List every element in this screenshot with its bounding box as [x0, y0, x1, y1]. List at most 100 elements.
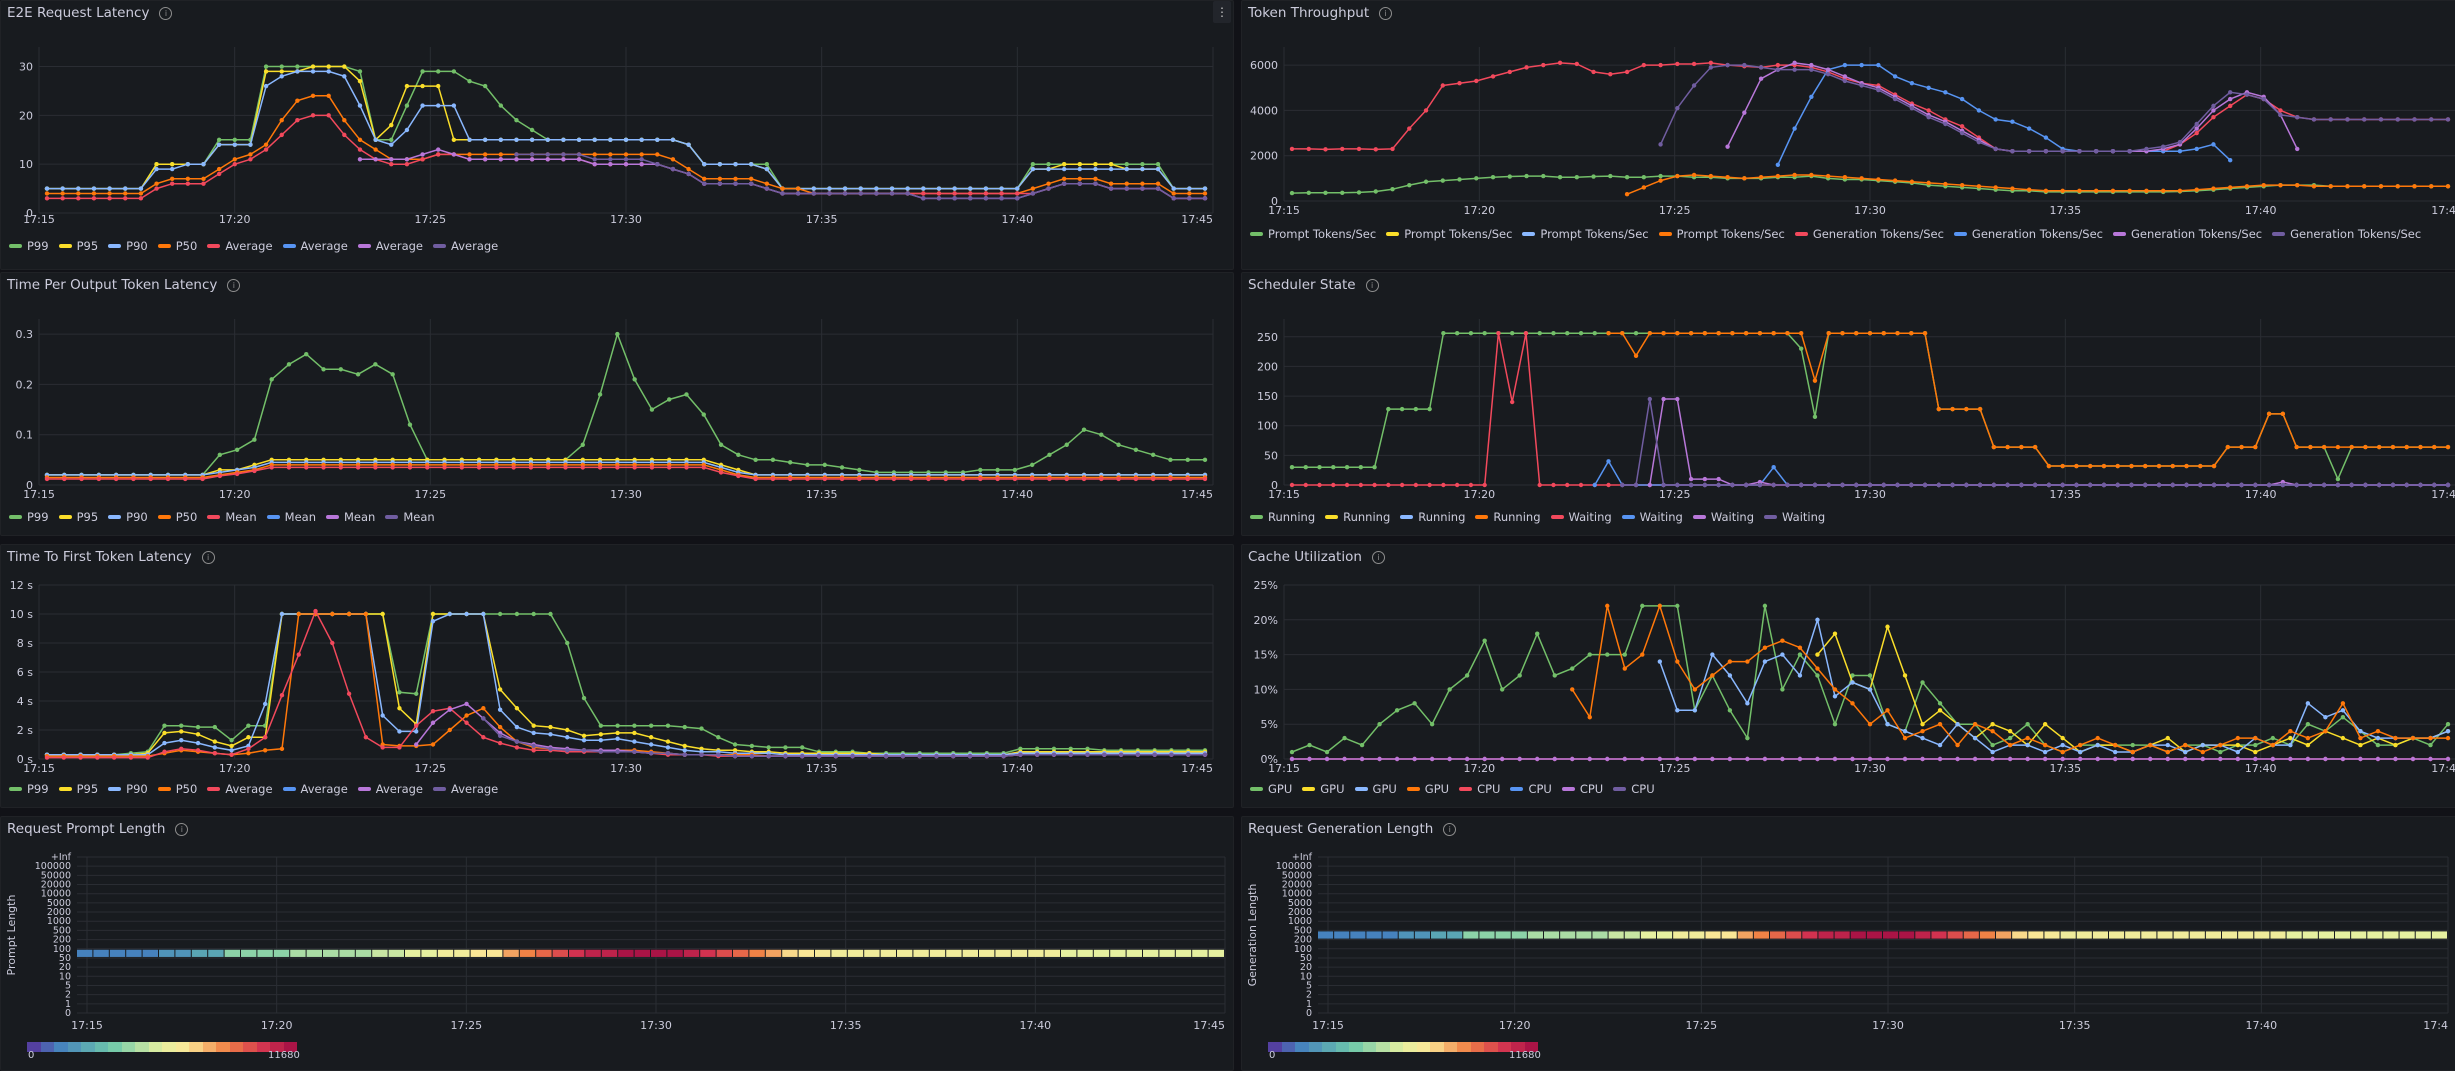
heatmap-cell[interactable] — [1061, 949, 1077, 957]
info-icon[interactable]: i — [227, 279, 241, 292]
legend-item[interactable]: Mean — [207, 510, 257, 524]
heatmap-cell[interactable] — [1318, 931, 1334, 939]
heatmap-cell[interactable] — [716, 949, 732, 957]
legend-item[interactable]: P50 — [157, 510, 197, 524]
heatmap-cell[interactable] — [126, 949, 142, 957]
legend-item[interactable]: GPU — [1354, 782, 1397, 796]
heatmap-cell[interactable] — [421, 949, 437, 957]
heatmap-cell[interactable] — [1979, 931, 1995, 939]
legend-item[interactable]: P90 — [108, 239, 148, 253]
heatmap-cell[interactable] — [519, 949, 536, 957]
info-icon[interactable]: i — [1443, 823, 1457, 836]
heatmap-cell[interactable] — [1110, 949, 1126, 957]
heatmap-cell[interactable] — [618, 949, 634, 957]
heatmap-cell[interactable] — [1737, 931, 1753, 939]
legend-item[interactable]: Average — [433, 782, 498, 796]
panel-token-throughput[interactable]: Token Throughput i 0 2000 4000 6000 17:15 17:2… — [1241, 0, 2455, 270]
heatmap-cell[interactable] — [1495, 931, 1511, 939]
heatmap-cell[interactable] — [2189, 931, 2205, 939]
legend-item[interactable]: Waiting — [1764, 510, 1825, 524]
heatmap-cell[interactable] — [1576, 931, 1592, 939]
info-icon[interactable]: i — [1365, 279, 1379, 292]
heatmap-cell[interactable] — [1044, 949, 1060, 957]
heatmap-cell[interactable] — [2318, 931, 2334, 939]
legend-item[interactable]: CPU — [1561, 782, 1603, 796]
legend-item[interactable]: Generation Tokens/Sec — [2113, 227, 2262, 241]
legend-item[interactable]: P95 — [58, 782, 98, 796]
heatmap-cell[interactable] — [339, 949, 355, 957]
info-icon[interactable]: i — [175, 823, 189, 836]
heatmap-cell[interactable] — [1560, 931, 1576, 939]
heatmap-cell[interactable] — [241, 949, 257, 957]
legend-item[interactable]: GPU — [1302, 782, 1345, 796]
legend-item[interactable]: Generation Tokens/Sec — [2272, 227, 2421, 241]
heatmap-cell[interactable] — [2141, 931, 2157, 939]
heatmap-cell[interactable] — [1947, 931, 1963, 939]
heatmap-cell[interactable] — [2173, 931, 2189, 939]
heatmap-cell[interactable] — [1753, 931, 1769, 939]
panel-e2e-latency[interactable]: E2E Request Latency i ⋮ 0 10 20 30 17:15 17:20… — [0, 0, 1234, 270]
heatmap-cell[interactable] — [1366, 931, 1382, 939]
panel-cache-utilization[interactable]: Cache Utilization i 0% 5% 10% 15% 20% 25% 17:15… — [1241, 544, 2455, 808]
heatmap-cell[interactable] — [2109, 931, 2125, 939]
heatmap-cell[interactable] — [1527, 931, 1543, 939]
heatmap-cell[interactable] — [1640, 931, 1656, 939]
heatmap-cell[interactable] — [798, 949, 814, 957]
heatmap-cell[interactable] — [1175, 949, 1192, 957]
heatmap-cell[interactable] — [2383, 931, 2399, 939]
heatmap-cell[interactable] — [2399, 931, 2415, 939]
heatmap-cell[interactable] — [1673, 931, 1689, 939]
heatmap-cell[interactable] — [1624, 931, 1640, 939]
heatmap-cell[interactable] — [2060, 931, 2076, 939]
heatmap-cell[interactable] — [1721, 931, 1737, 939]
heatmap-cell[interactable] — [2270, 931, 2286, 939]
legend-item[interactable]: GPU — [1250, 782, 1292, 796]
heatmap-cell[interactable] — [191, 949, 208, 957]
legend-item[interactable]: Prompt Tokens/Sec — [1386, 227, 1512, 241]
legend-item[interactable]: Prompt Tokens/Sec — [1658, 227, 1785, 241]
legend-item[interactable]: CPU — [1613, 782, 1655, 796]
legend-item[interactable]: Running — [1250, 510, 1315, 524]
heatmap-cell[interactable] — [634, 949, 650, 957]
legend-item[interactable]: P50 — [157, 782, 197, 796]
heatmap-cell[interactable] — [142, 949, 158, 957]
heatmap-cell[interactable] — [437, 949, 454, 957]
heatmap-cell[interactable] — [1996, 931, 2012, 939]
heatmap-cell[interactable] — [257, 949, 273, 957]
legend-item[interactable]: P99 — [9, 510, 49, 524]
heatmap-cell[interactable] — [1126, 949, 1142, 957]
heatmap-cell[interactable] — [1866, 931, 1882, 939]
legend-item[interactable]: Average — [207, 239, 273, 253]
legend-item[interactable]: Average — [282, 239, 348, 253]
heatmap-cell[interactable] — [1689, 931, 1705, 939]
legend-item[interactable]: P50 — [157, 239, 197, 253]
panel-ttft-latency[interactable]: Time To First Token Latency i 0 s 2 s 4 s 6 … — [0, 544, 1234, 808]
heatmap-cell[interactable] — [1786, 931, 1802, 939]
legend-item[interactable]: Average — [282, 782, 348, 796]
heatmap-cell[interactable] — [1818, 931, 1834, 939]
heatmap-cell[interactable] — [454, 949, 470, 957]
legend-item[interactable]: Mean — [385, 510, 435, 524]
heatmap-cell[interactable] — [93, 949, 109, 957]
heatmap-cell[interactable] — [208, 949, 224, 957]
heatmap-cell[interactable] — [946, 949, 962, 957]
heatmap-cell[interactable] — [405, 949, 421, 957]
legend-item[interactable]: Running — [1400, 510, 1465, 524]
heatmap-cell[interactable] — [372, 949, 388, 957]
legend-item[interactable]: P95 — [58, 239, 98, 253]
legend-item[interactable]: Generation Tokens/Sec — [1794, 227, 1944, 241]
heatmap-cell[interactable] — [1883, 931, 1899, 939]
heatmap-cell[interactable] — [1350, 931, 1366, 939]
legend-item[interactable]: Generation Tokens/Sec — [1953, 227, 2103, 241]
heatmap-cell[interactable] — [323, 949, 339, 957]
heatmap-cell[interactable] — [749, 949, 765, 957]
heatmap-cell[interactable] — [847, 949, 864, 957]
heatmap-cell[interactable] — [782, 949, 798, 957]
heatmap-cell[interactable] — [929, 949, 946, 957]
legend-item[interactable]: Waiting — [1621, 510, 1683, 524]
heatmap-cell[interactable] — [2125, 931, 2141, 939]
heatmap-cell[interactable] — [2238, 931, 2254, 939]
heatmap-cell[interactable] — [1093, 949, 1110, 957]
panel-generation-length[interactable]: Request Generation Length i 0 1 2 5 10 20 50 100… — [1241, 816, 2455, 1071]
heatmap-cell[interactable] — [536, 949, 552, 957]
